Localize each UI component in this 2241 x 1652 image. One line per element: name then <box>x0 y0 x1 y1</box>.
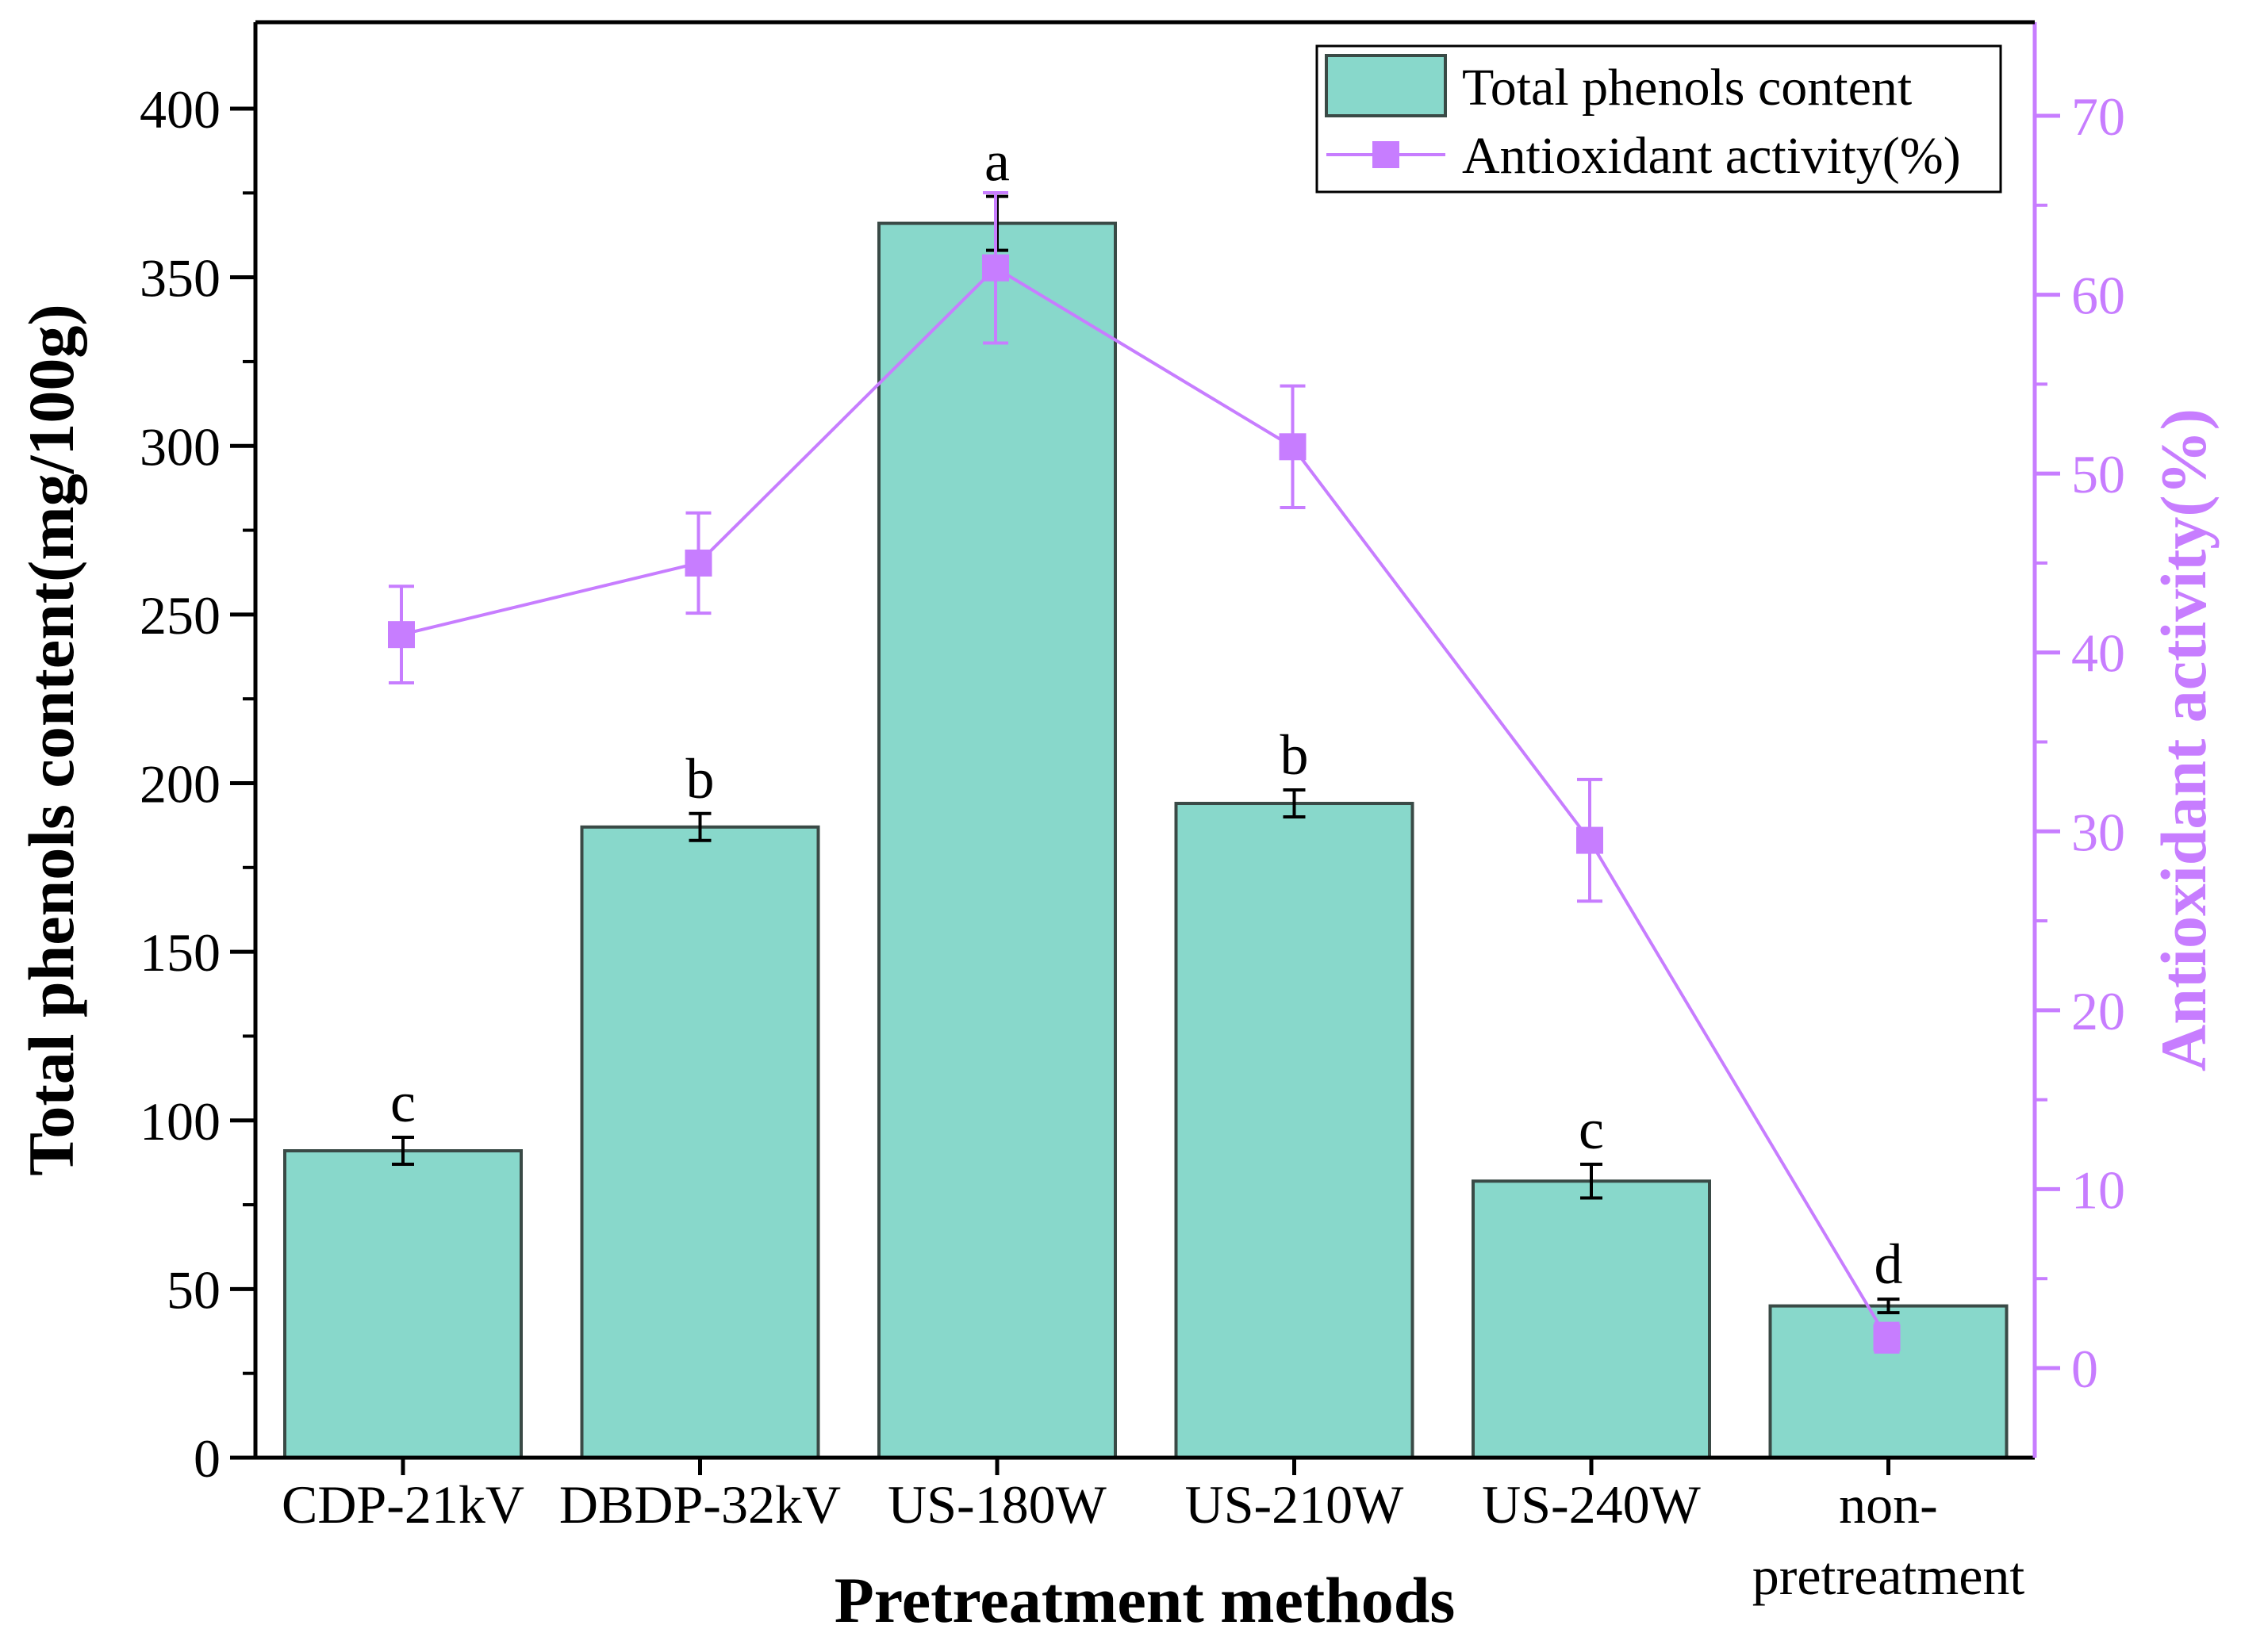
line-marker-square <box>1873 1324 1901 1351</box>
left-tick-label: 250 <box>140 585 221 646</box>
bar-us-180w <box>877 221 1117 1460</box>
bar-dbdp-32kv <box>580 825 820 1459</box>
significance-letter: b <box>686 747 715 811</box>
right-tick-label: 20 <box>2071 981 2125 1041</box>
right-tick-label: 10 <box>2071 1159 2125 1220</box>
left-tick-label: 400 <box>140 79 221 140</box>
x-axis-title: Pretreatment methods <box>835 1564 1456 1636</box>
left-tick-label: 150 <box>140 922 221 983</box>
x-tick-label: pretreatment <box>1752 1546 2025 1606</box>
line-marker-square <box>982 254 1009 282</box>
legend: Total phenols content Antioxidant activit… <box>1315 44 2002 194</box>
x-tick-label: US-180W <box>888 1474 1107 1535</box>
bar-cdp-21kv <box>283 1149 523 1459</box>
axes-layer <box>230 20 2060 1475</box>
bar-us-240w <box>1472 1179 1711 1460</box>
right-tick-label: 50 <box>2071 444 2125 504</box>
significance-letter: c <box>1579 1098 1604 1161</box>
x-tick-label: non- <box>1839 1474 1938 1535</box>
significance-letter: d <box>1875 1232 1903 1296</box>
line-layer <box>388 190 1901 1354</box>
right-tick-label: 70 <box>2071 86 2125 147</box>
left-tick-label: 100 <box>140 1091 221 1152</box>
right-tick-label: 0 <box>2071 1339 2098 1399</box>
bar-us-210w <box>1174 802 1414 1459</box>
significance-letter: c <box>390 1071 416 1134</box>
y2-axis-title: Antioxidant activity(%) <box>2147 408 2220 1071</box>
legend-label-antioxidant: Antioxidant activity(%) <box>1462 127 1961 185</box>
significance-letter: b <box>1280 723 1309 787</box>
antioxidant-line <box>401 266 1889 1339</box>
line-marker-square <box>1576 826 1603 854</box>
right-tick-label: 40 <box>2071 623 2125 684</box>
x-tick-label: US-210W <box>1185 1474 1405 1535</box>
line-marker-square <box>685 549 712 577</box>
line-marker-square <box>388 621 415 649</box>
significance-letter: a <box>984 130 1010 194</box>
x-tick-label: CDP-21kV <box>282 1474 524 1535</box>
x-tick-label: DBDP-32kV <box>559 1474 841 1535</box>
bars-layer <box>283 194 2009 1460</box>
left-tick-label: 350 <box>140 248 221 309</box>
left-tick-label: 0 <box>194 1428 221 1489</box>
legend-marker-swatch <box>1372 141 1399 168</box>
right-tick-label: 30 <box>2071 802 2125 862</box>
left-tick-label: 50 <box>167 1259 221 1320</box>
x-tick-label: US-240W <box>1482 1474 1702 1535</box>
legend-bar-swatch <box>1325 54 1447 117</box>
line-marker-square <box>1279 433 1307 461</box>
legend-label-phenols: Total phenols content <box>1462 59 1912 117</box>
left-tick-label: 300 <box>140 416 221 477</box>
y-axis-title: Total phenols content(mg/100g) <box>15 304 87 1175</box>
left-tick-label: 200 <box>140 754 221 815</box>
labels-layer: c b a b c d 0 50 100 150 200 250 300 350 400 0 10 20 30 40 5… <box>15 79 2220 1636</box>
right-tick-label: 60 <box>2071 266 2125 326</box>
